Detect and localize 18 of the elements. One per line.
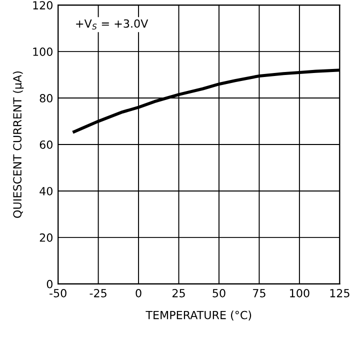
y-tick-label: 100: [33, 48, 52, 56]
y-tick-label: 20: [40, 233, 52, 242]
y-tick-label: 0: [46, 280, 52, 288]
x-tick-label: 75: [253, 289, 266, 298]
y-tick-label: 120: [33, 1, 52, 10]
x-tick-label: 125: [330, 288, 350, 298]
y-axis-title: QUIESCENT CURRENT (μA): [12, 71, 24, 218]
x-axis-title: TEMPERATURE (°C): [146, 310, 252, 321]
x-tick-label: 0: [136, 288, 142, 298]
x-tick-label: -25: [90, 288, 106, 298]
x-tick-label: 50: [212, 288, 226, 298]
x-tick-label: 100: [290, 288, 310, 298]
annotation: +V$_{S}$ = +3.0V: [76, 19, 148, 30]
y-tick-label: 80: [40, 94, 52, 102]
y-tick-label: 40: [40, 186, 52, 196]
x-tick-label: 25: [172, 288, 185, 298]
y-tick-label: 60: [40, 140, 52, 149]
x-tick-label: -50: [50, 288, 66, 298]
